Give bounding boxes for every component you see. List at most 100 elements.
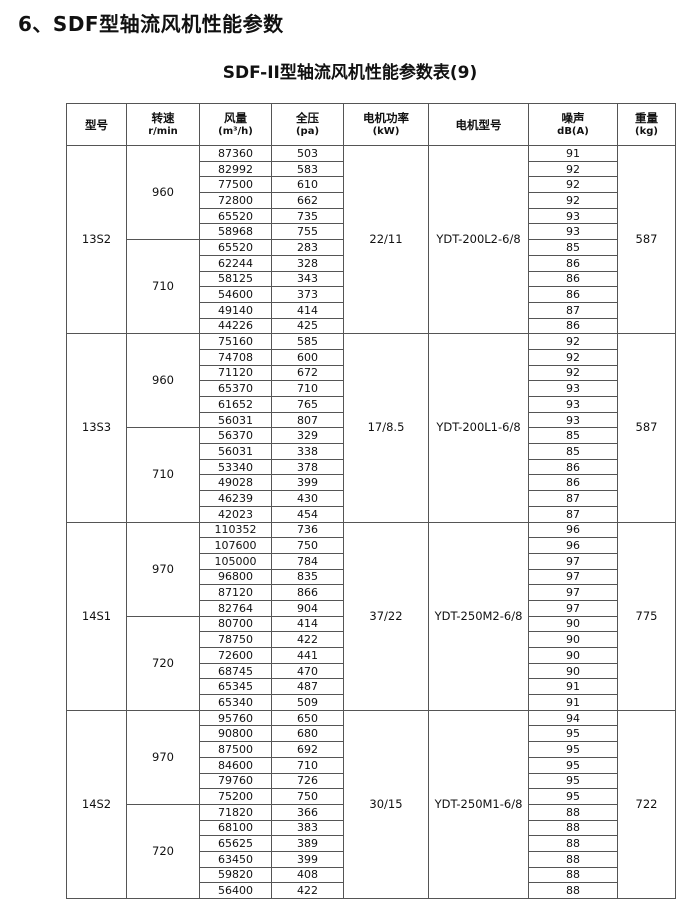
noise-cell: 93 [528,411,618,429]
table-row: 720 71820 366 88 [67,803,676,900]
header-label: 电机型号 [455,117,502,132]
table-row: 65520 735 93 [67,207,676,225]
table-row: 720 80700 414 90 [67,615,676,711]
header-motor-model: 电机型号 [428,103,529,146]
air-volume-cell: 75200 [199,788,272,805]
pressure-cell: 343 [271,270,344,288]
noise-cell: 92 [528,160,618,178]
air-volume-cell: 79760 [199,772,272,790]
pressure-cell: 328 [271,254,344,272]
noise-cell: 92 [528,348,618,366]
noise-cell: 90 [528,615,618,633]
pressure-cell: 807 [271,411,344,429]
table-row: 14S2 970 95760 650 30/15 YDT-250M1-6/8 94 722 [66,709,676,900]
motor-power-cell: 30/15 [343,709,429,900]
pressure-cell: 425 [271,317,344,335]
pressure-cell: 765 [271,396,344,413]
air-volume-cell: 58968 [199,223,272,241]
header-label: 噪声 [561,110,585,125]
table-row: 49028 399 86 [67,474,676,492]
noise-cell: 88 [528,803,618,821]
pressure-cell: 750 [271,788,344,805]
table-row: 56400 422 88 [67,882,676,899]
air-volume-cell: 105000 [199,552,272,570]
noise-cell: 85 [528,239,618,256]
table-row: 710 56370 329 85 [67,427,676,523]
table-title: SDF-II型轴流风机性能参数表(9) [222,63,478,83]
noise-cell: 90 [528,631,618,648]
header-unit: (m³/h) [218,125,253,137]
pressure-cell: 509 [271,694,344,711]
pressure-cell: 866 [271,584,344,601]
header-row: 型号 转速 r/min 风量 (m³/h) 全压 (pa) 电机功率 (kW) 电机型号 噪声 dB(… [66,103,676,146]
noise-cell: 87 [528,490,618,507]
air-volume-cell: 82764 [199,599,272,617]
pressure-cell: 503 [271,145,344,162]
table-row: 65345 487 91 [67,678,676,696]
table-row: 56031 338 85 [67,443,676,460]
noise-cell: 87 [528,301,618,319]
model-cell: 13S3 [66,333,127,523]
table-row: 65370 710 93 [67,380,676,397]
speed-cell: 960 [126,144,200,241]
noise-cell: 86 [528,270,618,288]
header-unit: (pa) [295,125,320,137]
motor-model-cell: YDT-250M1-6/8 [428,709,529,900]
noise-cell: 86 [528,286,618,303]
pressure-cell: 726 [271,772,344,790]
noise-cell: 88 [528,882,618,899]
pressure-cell: 383 [271,819,344,837]
pressure-cell: 755 [271,223,344,241]
pressure-cell: 441 [271,647,344,664]
air-volume-cell: 71120 [199,364,272,382]
noise-cell: 88 [528,835,618,852]
pressure-cell: 430 [271,490,344,507]
noise-cell: 95 [528,741,618,758]
air-volume-cell: 49140 [199,301,272,319]
motor-power-cell: 37/22 [343,521,429,711]
air-volume-cell: 65340 [199,694,272,711]
air-volume-cell: 65520 [199,207,272,225]
air-volume-cell: 56370 [199,427,272,445]
noise-cell: 95 [528,725,618,743]
table-row: 65340 509 91 [67,694,676,711]
noise-cell: 86 [528,317,618,335]
table-row: 14S1 970 110352 736 37/22 YDT-250M2-6/8 96 775 [66,521,676,711]
motor-power-cell: 17/8.5 [343,333,429,523]
header-label: 电机功率 [363,110,409,125]
pressure-cell: 470 [271,662,344,680]
table-row: 71120 672 92 [67,364,676,382]
noise-cell: 87 [528,505,618,523]
speed-cell: 960 [126,333,200,429]
noise-cell: 92 [528,364,618,382]
table-row: 59820 408 88 [67,866,676,884]
air-volume-cell: 80700 [199,615,272,633]
air-volume-cell: 77500 [199,176,272,194]
pressure-cell: 422 [271,631,344,648]
table-row: 96800 835 97 [67,568,676,586]
noise-cell: 95 [528,756,618,774]
air-volume-cell: 49028 [199,474,272,492]
air-volume-cell: 56400 [199,882,272,899]
pressure-cell: 408 [271,866,344,884]
pressure-cell: 835 [271,568,344,586]
table-row: 87120 866 97 [67,584,676,601]
air-volume-cell: 110352 [199,521,272,539]
pressure-cell: 399 [271,474,344,492]
pressure-cell: 338 [271,443,344,460]
section-heading: 6、SDF型轴流风机性能参数 [18,12,284,36]
header-unit: r/min [148,125,178,137]
air-volume-cell: 65345 [199,678,272,696]
header-label: 转速 [151,110,175,125]
table-row: 46239 430 87 [67,490,676,507]
air-volume-cell: 82992 [199,160,272,178]
air-volume-cell: 87360 [199,145,272,162]
noise-cell: 91 [528,678,618,696]
pressure-cell: 710 [271,380,344,397]
pressure-cell: 600 [271,348,344,366]
air-volume-cell: 54600 [199,286,272,303]
motor-model-cell: YDT-200L2-6/8 [428,144,529,335]
noise-cell: 93 [528,223,618,241]
noise-cell: 95 [528,772,618,790]
model-cell: 14S1 [66,521,127,711]
